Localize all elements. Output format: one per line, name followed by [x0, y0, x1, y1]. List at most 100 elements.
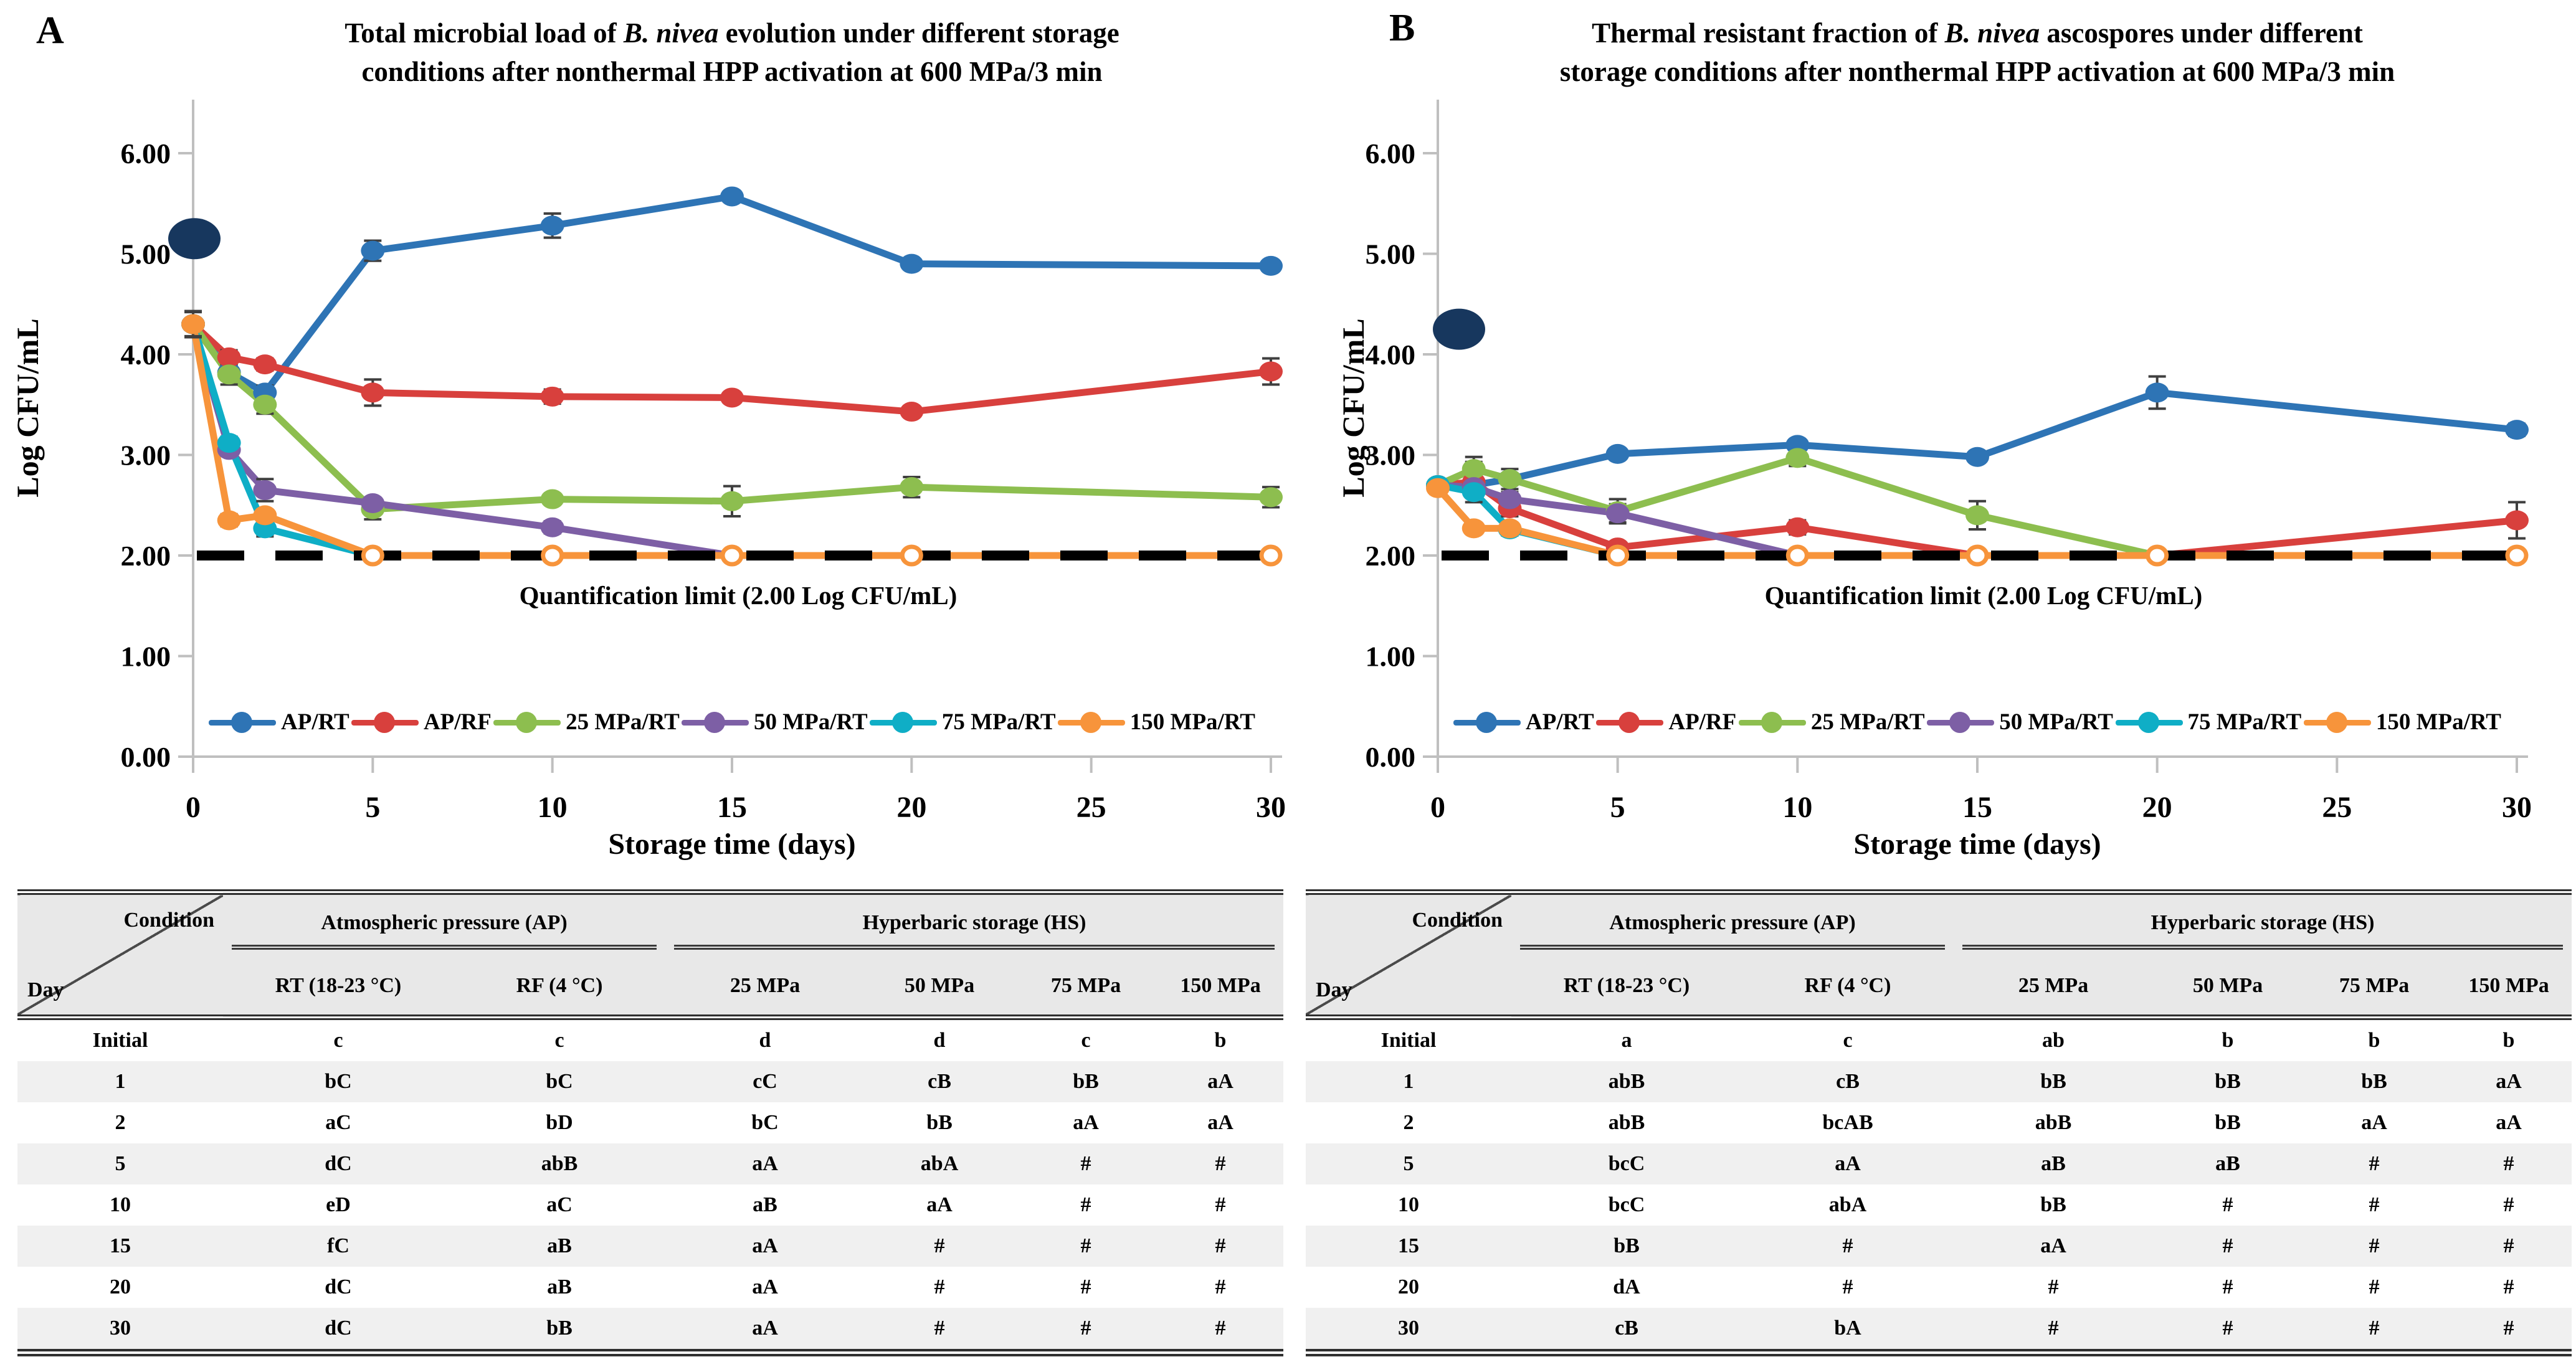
data-point — [361, 493, 385, 514]
group-header: Atmospheric pressure (AP) — [223, 892, 665, 958]
series-line-50-mpa-rt — [189, 321, 1275, 559]
day-cell: 10 — [1398, 1193, 1419, 1216]
legend-label: 25 MPa/RT — [1810, 709, 1925, 735]
column-header: 75 MPa — [2339, 974, 2410, 997]
data-point — [2145, 382, 2169, 403]
table-cell: ab — [2042, 1029, 2065, 1052]
day-cell: 2 — [1403, 1111, 1414, 1134]
table-cell: aA — [752, 1275, 778, 1298]
data-point — [217, 364, 241, 385]
data-point — [1605, 443, 1630, 464]
legend-marker-icon — [682, 711, 749, 734]
y-tick-label: 1.00 — [121, 641, 171, 673]
column-header: 50 MPa — [904, 974, 975, 997]
x-tick-label: 30 — [1256, 791, 1286, 824]
table-row: 1 bC bC cC cB bB aA — [17, 1061, 1284, 1102]
table-cell: bB — [2040, 1070, 2066, 1093]
table-row: 5 bcC aA aB aB # # — [1306, 1143, 2572, 1184]
group-header: Hyperbaric storage (HS) — [1954, 892, 2572, 958]
legend-dot — [1949, 711, 1971, 733]
table-cell: # — [2503, 1193, 2514, 1216]
day-cell: Initial — [1381, 1029, 1437, 1052]
table-row: 10 eD aC aB aA # # — [17, 1184, 1283, 1226]
legend-item: AP/RF — [1596, 709, 1736, 735]
y-tick-label: 3.00 — [121, 440, 171, 471]
corner-condition-label: Condition — [123, 909, 215, 932]
table-cell: # — [1215, 1152, 1226, 1175]
series-line-ap-rt — [189, 192, 1275, 396]
x-tick-label: 15 — [717, 791, 747, 824]
data-point — [1498, 489, 1522, 509]
table-cell: a — [1621, 1029, 1632, 1052]
data-point — [361, 240, 385, 261]
table-cell: aC — [325, 1111, 351, 1134]
legend-dot — [1080, 711, 1101, 733]
open-data-point — [720, 544, 744, 567]
significance-table: Condition Day Atmospheric pressure (AP) Hyp… — [17, 889, 1284, 1356]
table-cell: aB — [2215, 1152, 2240, 1175]
significance-table: Condition Day Atmospheric pressure (AP) Hyp… — [1306, 889, 2572, 1356]
y-tick-label: 2.00 — [121, 540, 171, 572]
day-cell: 15 — [1398, 1234, 1419, 1257]
y-tick-label: 6.00 — [121, 138, 171, 169]
open-data-point — [2505, 544, 2529, 567]
legend-label: 25 MPa/RT — [566, 709, 680, 735]
legend-item: 75 MPa/RT — [2115, 709, 2301, 735]
table-cell: aA — [752, 1152, 778, 1175]
table-cell: # — [2503, 1152, 2514, 1175]
group-header: Hyperbaric storage (HS) — [665, 892, 1283, 958]
legend-marker-icon — [1057, 711, 1125, 734]
panel-a: A Total microbial load of B. nivea evolut… — [0, 0, 1288, 872]
column-header: 150 MPa — [1180, 974, 1261, 997]
legend-dot — [2137, 711, 2159, 733]
legend-dot — [704, 711, 725, 733]
legend-marker-icon — [1596, 711, 1664, 734]
table-cell: dC — [325, 1152, 352, 1175]
data-point — [253, 354, 277, 375]
table-cell: fC — [327, 1234, 349, 1257]
table-cell: bB — [2040, 1193, 2066, 1216]
table-cell: # — [1080, 1152, 1091, 1175]
open-data-point — [1606, 544, 1630, 567]
table-cell: # — [934, 1234, 945, 1257]
table-row: 2 abB bcAB abB bB aA aA — [1306, 1102, 2572, 1143]
data-point — [720, 491, 744, 511]
legend-marker-icon — [1738, 711, 1806, 734]
chart-legend: AP/RT AP/RF 25 MPa/RT 50 MPa/RT 75 MPa/RT 150… — [209, 709, 1255, 735]
table-cell: aA — [1207, 1070, 1233, 1093]
table-row: 20 dC aB aA # # # — [17, 1267, 1283, 1308]
y-tick-label: 0.00 — [121, 741, 171, 773]
x-tick-label: 10 — [1782, 791, 1812, 824]
data-point — [540, 215, 564, 236]
table-cell: bA — [1834, 1317, 1861, 1340]
table-cell: cB — [1836, 1070, 1860, 1093]
column-header: 150 MPa — [2468, 974, 2549, 997]
data-point — [1426, 478, 1450, 498]
day-cell: 1 — [1403, 1070, 1414, 1093]
chart-title-line: conditions after nonthermal HPP activati… — [361, 56, 1103, 87]
table-cell: abB — [2035, 1111, 2072, 1134]
table-cell: # — [2048, 1275, 2059, 1298]
column-header: 25 MPa — [2018, 974, 2089, 997]
table-cell: cB — [1615, 1317, 1638, 1340]
legend-dot — [373, 711, 395, 733]
table-cell: # — [934, 1275, 945, 1298]
series-line-ap-rt — [1434, 389, 2521, 489]
legend-dot — [2326, 711, 2347, 733]
data-point — [1461, 459, 1486, 480]
data-point — [540, 517, 564, 537]
legend-dot — [891, 711, 913, 733]
data-point — [900, 253, 924, 274]
chart-canvas: 0.00 1.00 2.00 3.00 4.00 5.00 6.00 0 5 10 15 20 25 30… — [1366, 100, 2532, 824]
legend-marker-icon — [1453, 711, 1521, 734]
legend-item: 25 MPa/RT — [493, 709, 680, 735]
table-cell: # — [2369, 1234, 2380, 1257]
chart-title: Total microbial load of B. nivea evoluti… — [193, 14, 1271, 91]
open-data-point — [541, 544, 564, 567]
open-data-point — [2146, 544, 2169, 567]
x-tick-label: 0 — [186, 791, 201, 824]
table-cell: # — [2222, 1275, 2233, 1298]
x-tick-label: 10 — [538, 791, 568, 824]
data-point — [720, 387, 744, 408]
corner-condition-label: Condition — [1412, 909, 1503, 932]
